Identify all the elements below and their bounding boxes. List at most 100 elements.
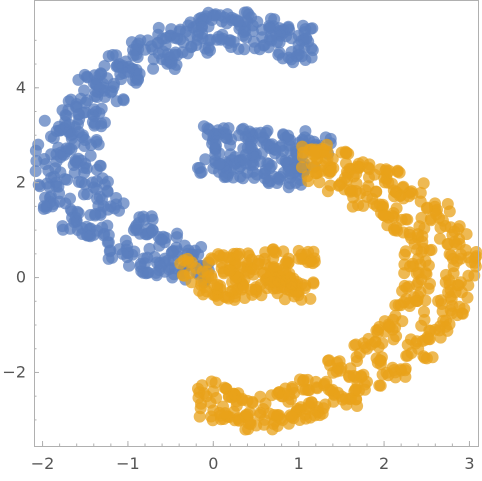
data-point [107, 81, 120, 93]
data-point [212, 157, 225, 170]
data-point [435, 294, 447, 307]
data-point [321, 185, 334, 198]
data-point [260, 126, 272, 139]
data-point [389, 309, 402, 322]
data-point [227, 171, 240, 184]
data-point [195, 275, 208, 288]
data-point [154, 260, 167, 273]
data-point [241, 141, 254, 154]
data-point [64, 192, 76, 205]
y-tick-label: 4 [16, 78, 26, 97]
data-point [29, 144, 42, 157]
data-point [137, 210, 150, 223]
data-point [84, 149, 97, 162]
data-point [389, 371, 402, 384]
data-point [212, 248, 225, 261]
data-point [145, 40, 158, 53]
data-point [441, 198, 454, 210]
data-point [335, 146, 348, 159]
data-point [277, 245, 290, 258]
data-point [420, 202, 433, 215]
data-point [88, 69, 101, 82]
data-point [252, 257, 265, 270]
data-point [379, 209, 392, 222]
data-point [65, 143, 78, 156]
data-point [363, 163, 376, 175]
data-point [181, 252, 194, 265]
data-point [350, 351, 363, 363]
data-point [416, 230, 429, 243]
data-point [241, 408, 254, 421]
x-tick-label: −2 [31, 454, 55, 473]
data-point [78, 68, 91, 81]
data-point [122, 65, 135, 78]
data-point [297, 375, 309, 388]
data-point [333, 355, 346, 368]
data-point [357, 337, 370, 350]
data-point [195, 241, 208, 253]
data-point [241, 6, 254, 19]
data-point [376, 198, 389, 211]
data-point [425, 243, 438, 256]
data-point [308, 409, 321, 422]
data-point [90, 135, 103, 148]
data-point [106, 49, 119, 61]
data-point [117, 197, 130, 210]
data-point [222, 122, 235, 135]
data-point [96, 193, 108, 206]
data-point [222, 292, 235, 305]
x-tick-label: 0 [208, 454, 218, 473]
data-point [238, 43, 251, 56]
data-point [268, 13, 281, 26]
data-point [443, 248, 456, 261]
x-tick-label: 2 [379, 454, 389, 473]
data-point [147, 62, 160, 75]
data-point [397, 180, 410, 193]
data-point [195, 11, 208, 24]
data-point [95, 120, 108, 133]
data-point [129, 221, 142, 234]
data-point [246, 288, 259, 301]
data-point [37, 200, 50, 213]
data-point [415, 319, 428, 332]
data-point [383, 164, 396, 177]
data-point [378, 176, 391, 189]
data-point [77, 161, 90, 174]
data-point [199, 153, 212, 166]
data-point [320, 375, 333, 388]
data-point [133, 67, 146, 80]
data-point [215, 33, 227, 46]
y-tick-label: −2 [2, 362, 26, 381]
data-point [443, 278, 456, 291]
data-point [399, 362, 412, 375]
data-point [306, 257, 319, 270]
data-point [147, 53, 160, 66]
data-point [101, 219, 114, 232]
data-point [307, 148, 320, 161]
data-point [60, 120, 73, 133]
data-point [313, 176, 326, 189]
data-point [374, 379, 387, 392]
data-point [417, 177, 430, 190]
data-point [123, 259, 135, 272]
data-point [390, 202, 403, 215]
data-point [38, 114, 51, 127]
data-point [265, 159, 278, 172]
data-point [48, 170, 60, 183]
data-point [262, 41, 275, 54]
data-point [81, 188, 94, 201]
data-point [210, 139, 222, 152]
data-point [69, 154, 82, 167]
data-point [282, 164, 295, 177]
data-point [233, 247, 246, 260]
data-point [448, 225, 461, 238]
data-point [317, 402, 330, 415]
data-point [134, 260, 147, 273]
data-point [185, 276, 198, 289]
data-point [103, 245, 116, 258]
data-point [30, 155, 43, 167]
data-point [154, 233, 167, 246]
data-point [330, 365, 343, 378]
data-point [271, 387, 284, 400]
data-point [143, 242, 156, 255]
